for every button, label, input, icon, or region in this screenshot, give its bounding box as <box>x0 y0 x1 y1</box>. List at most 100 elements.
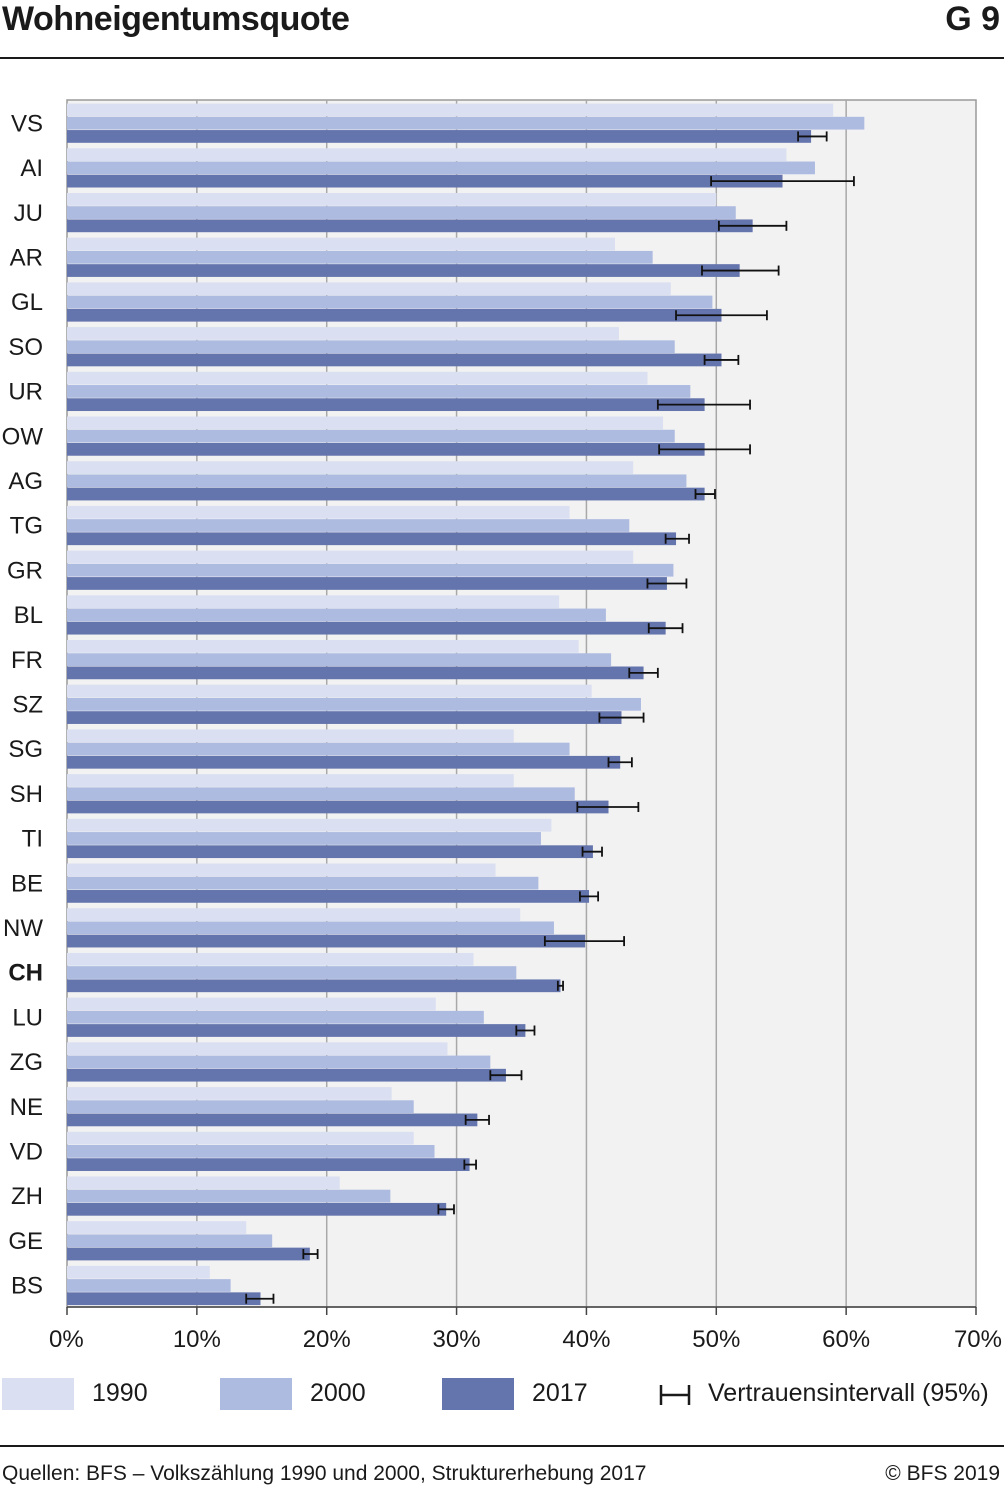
y-category-label: AI <box>20 155 43 182</box>
bar-2017 <box>67 755 621 769</box>
bar-2000 <box>67 832 541 845</box>
y-category-label: BE <box>11 870 43 897</box>
y-category-label: ZH <box>11 1183 43 1210</box>
bar-2017 <box>67 353 722 367</box>
bar-1990 <box>67 729 514 743</box>
bar-2017 <box>67 130 812 143</box>
bar-1990 <box>67 327 619 340</box>
bar-2017 <box>67 577 667 590</box>
bar-1990 <box>67 461 634 474</box>
bar-2017 <box>67 219 753 233</box>
y-category-label: AR <box>10 244 43 271</box>
x-axis-labels: 0% 10% 20% 30% 40% 50% 60% 70% <box>49 1326 1002 1353</box>
x-tick-label: 10% <box>173 1326 221 1353</box>
bar-2000 <box>67 1010 484 1024</box>
top-rule <box>0 57 1004 59</box>
x-tick-label: 70% <box>954 1326 1002 1353</box>
bar-2000 <box>67 429 675 443</box>
bar-2017 <box>67 666 644 680</box>
chart-title: Wohneigentumsquote <box>2 0 350 38</box>
bar-2000 <box>67 385 691 398</box>
x-tick-label: 30% <box>433 1326 481 1353</box>
bar-2017 <box>67 1292 261 1306</box>
bar-1990 <box>67 103 834 117</box>
bar-2000 <box>67 1145 435 1158</box>
bar-2017 <box>67 1024 526 1037</box>
bar-2017 <box>67 174 783 188</box>
bar-1990 <box>67 818 552 832</box>
error-bars <box>245 131 855 1304</box>
bar-1990 <box>67 1131 414 1145</box>
bar-1990 <box>67 192 717 206</box>
y-category-label: GR <box>7 557 43 584</box>
bar-2000 <box>67 563 674 577</box>
legend-label-ci: Vertrauensintervall (95%) <box>708 1379 989 1407</box>
bar-2000 <box>67 1189 391 1203</box>
bar-2017 <box>67 1158 470 1171</box>
y-category-label: JU <box>14 200 43 227</box>
bar-2000 <box>67 1100 414 1114</box>
bar-2017 <box>67 1202 447 1216</box>
x-tick-label: 20% <box>303 1326 351 1353</box>
bar-chart: VS AI JU AR GL SO UR OW AG TG GR BL FR SZ SG SH TI BE NW CH… <box>2 99 1002 1353</box>
bar-1990 <box>67 997 436 1011</box>
y-category-label: TG <box>10 513 43 540</box>
bar-2000 <box>67 1234 273 1248</box>
bar-2000 <box>67 340 675 354</box>
bar-1990 <box>67 952 474 966</box>
bar-2000 <box>67 474 687 488</box>
y-category-label: AG <box>8 468 43 495</box>
y-category-label: GL <box>11 289 43 316</box>
legend-label-2017: 2017 <box>532 1379 588 1407</box>
bar-1990 <box>67 774 514 787</box>
bar-2000 <box>67 653 612 667</box>
bar-2017 <box>67 398 705 412</box>
legend-label-1990: 1990 <box>92 1379 148 1407</box>
bar-2000 <box>67 966 517 979</box>
legend-swatch-1990 <box>2 1378 74 1410</box>
bottom-rule <box>0 1445 1004 1447</box>
bar-2000 <box>67 1055 491 1069</box>
y-category-label: TI <box>22 826 43 853</box>
bar-2017 <box>67 487 705 501</box>
bar-2017 <box>67 934 586 948</box>
bar-2017 <box>67 621 666 635</box>
x-tick-label: 60% <box>822 1326 870 1353</box>
bar-2017 <box>67 800 609 814</box>
bar-2000 <box>67 921 554 935</box>
bar-2017 <box>67 1247 310 1261</box>
y-category-label: SZ <box>12 692 43 719</box>
bar-2000 <box>67 876 539 890</box>
bar-2017 <box>67 845 593 859</box>
bar-1990 <box>67 1042 448 1056</box>
y-category-label: VS <box>11 110 43 137</box>
bar-2000 <box>67 742 570 756</box>
bar-1990 <box>67 595 560 609</box>
bar-1990 <box>67 1265 210 1279</box>
legend-error-bar-icon <box>659 1385 691 1405</box>
bar-2017 <box>67 532 677 546</box>
y-category-label: OW <box>2 423 44 450</box>
bar-2000 <box>67 519 630 532</box>
bar-2017 <box>67 1113 478 1127</box>
bar-2000 <box>67 206 736 219</box>
legend-swatch-2017 <box>442 1378 514 1410</box>
y-category-label: VD <box>10 1139 43 1166</box>
bar-2000 <box>67 1279 231 1292</box>
y-category-label: LU <box>12 1004 43 1031</box>
bar-1990 <box>67 908 521 921</box>
bar-2017 <box>67 1068 506 1082</box>
bar-2017 <box>67 890 590 903</box>
y-category-label: BS <box>11 1273 43 1300</box>
bar-1990 <box>67 416 664 430</box>
bar-2017 <box>67 711 622 724</box>
bar-1990 <box>67 371 648 385</box>
bar-1990 <box>67 550 634 564</box>
y-axis-labels: VS AI JU AR GL SO UR OW AG TG GR BL FR SZ SG SH TI BE NW CH… <box>2 110 44 1299</box>
y-category-label: NW <box>3 915 43 942</box>
y-category-label: BL <box>14 602 43 629</box>
bar-1990 <box>67 684 592 698</box>
y-category-label: ZG <box>10 1049 43 1076</box>
bar-2000 <box>67 697 641 711</box>
source-note: Quellen: BFS – Volkszählung 1990 und 200… <box>2 1462 647 1485</box>
